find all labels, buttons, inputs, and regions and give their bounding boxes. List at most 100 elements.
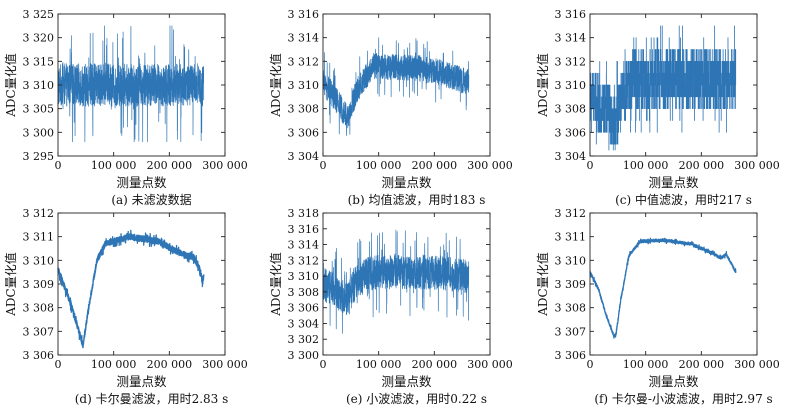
series-line-e — [322, 229, 470, 334]
y-tick-label: 3 310 — [23, 254, 55, 267]
y-tick-label: 3 311 — [23, 231, 55, 244]
y-axis-label: ADC量化值 — [268, 252, 283, 316]
x-tick-label: 300 000 — [467, 159, 513, 172]
y-tick-label: 3 306 — [288, 126, 320, 139]
y-tick-label: 3 314 — [288, 239, 320, 252]
x-tick-label: 200 000 — [679, 159, 725, 172]
y-tick-label: 3 307 — [23, 325, 55, 338]
y-tick-label: 3 305 — [23, 103, 55, 116]
x-tick-label: 300 000 — [734, 358, 780, 371]
plot-frame-d — [57, 212, 226, 356]
x-tick-label: 300 000 — [202, 159, 248, 172]
y-tick-label: 3 314 — [288, 32, 320, 45]
chart-panel-f: 0 100 000 200 000 300 000 3 306 3 307 3 308 3 3… — [535, 207, 780, 406]
y-tick-label: 3 304 — [288, 150, 320, 163]
y-tick-label: 3 295 — [23, 150, 55, 163]
y-tick-label: 3 300 — [23, 126, 55, 139]
y-tick-label: 3 316 — [555, 8, 587, 21]
series-line-f — [589, 237, 737, 339]
x-tick-label: 0 — [55, 159, 62, 172]
y-tick-label: 3 312 — [555, 207, 587, 220]
y-tick-label: 3 312 — [23, 207, 55, 220]
y-tick-label: 3 309 — [23, 278, 55, 291]
x-tick-label: 200 000 — [679, 358, 725, 371]
y-tick-label: 3 312 — [288, 55, 320, 68]
y-tick-label: 3 308 — [288, 286, 320, 299]
chart-panel-c: 0 100 000 200 000 300 000 3 304 3 306 3 308 3 3… — [535, 8, 780, 207]
x-tick-label: 100 000 — [623, 159, 669, 172]
chart-caption: (e) 小波滤波，用时0.22 s — [346, 392, 487, 406]
x-tick-label: 100 000 — [356, 358, 402, 371]
y-tick-label: 3 308 — [23, 302, 55, 315]
series-line-c — [589, 25, 737, 151]
x-axis-label: 测量点数 — [648, 374, 699, 389]
y-tick-label: 3 310 — [555, 254, 587, 267]
x-tick-label: 0 — [587, 358, 594, 371]
y-tick-label: 3 310 — [23, 79, 55, 92]
y-tick-label: 3 304 — [555, 150, 587, 163]
x-tick-label: 0 — [320, 159, 327, 172]
x-tick-label: 100 000 — [356, 159, 402, 172]
y-axis-label: ADC量化值 — [3, 252, 18, 316]
chart-caption: (d) 卡尔曼滤波，用时2.83 s — [75, 391, 229, 406]
y-axis-label: ADC量化值 — [535, 53, 550, 117]
y-tick-label: 3 314 — [555, 32, 587, 45]
y-tick-label: 3 308 — [555, 103, 587, 116]
y-tick-label: 3 306 — [288, 302, 320, 315]
series-line-d — [57, 229, 205, 349]
x-axis-label: 测量点数 — [116, 374, 167, 389]
y-axis-label: ADC量化值 — [3, 53, 18, 117]
y-tick-label: 3 315 — [23, 55, 55, 68]
y-axis-label: ADC量化值 — [268, 53, 283, 117]
y-tick-label: 3 310 — [555, 79, 587, 92]
x-axis-label: 测量点数 — [116, 175, 167, 190]
x-tick-label: 200 000 — [147, 159, 193, 172]
y-tick-label: 3 306 — [555, 126, 587, 139]
y-tick-label: 3 312 — [555, 55, 587, 68]
x-tick-label: 100 000 — [91, 159, 137, 172]
series-line-b — [322, 37, 470, 136]
y-axis-label: ADC量化值 — [535, 252, 550, 316]
chart-panel-d: 0 100 000 200 000 300 000 3 306 3 307 3 308 3 3… — [3, 207, 248, 406]
chart-caption: (c) 中值滤波，用时217 s — [615, 192, 752, 207]
chart-caption: (f) 卡尔曼-小波滤波，用时2.97 s — [594, 391, 772, 406]
y-tick-label: 3 304 — [288, 317, 320, 330]
x-axis-label: 测量点数 — [381, 175, 432, 190]
x-tick-label: 200 000 — [412, 159, 458, 172]
chart-panel-b: 0 100 000 200 000 300 000 3 304 3 306 3 308 3 3… — [268, 8, 513, 207]
y-tick-label: 3 306 — [555, 349, 587, 362]
series-line-a — [57, 25, 205, 143]
chart-caption: (a) 未滤波数据 — [111, 192, 191, 207]
y-tick-label: 3 325 — [23, 8, 55, 21]
y-tick-label: 3 308 — [555, 302, 587, 315]
chart-panel-e: 0 100 000 200 000 300 000 3 300 3 302 3 304 3 3… — [268, 207, 513, 406]
y-tick-label: 3 310 — [288, 270, 320, 283]
chart-caption: (b) 均值滤波，用时183 s — [348, 192, 486, 207]
y-tick-label: 3 320 — [23, 32, 55, 45]
x-tick-label: 100 000 — [623, 358, 669, 371]
x-tick-label: 100 000 — [91, 358, 137, 371]
chart-panel-a: 0 100 000 200 000 300 000 3 295 3 300 3 305 3 3… — [3, 8, 248, 207]
y-tick-label: 3 306 — [23, 349, 55, 362]
x-tick-label: 200 000 — [412, 358, 458, 371]
x-tick-label: 300 000 — [467, 358, 513, 371]
x-tick-label: 200 000 — [147, 358, 193, 371]
y-tick-label: 3 307 — [555, 325, 587, 338]
y-tick-label: 3 316 — [288, 8, 320, 21]
y-tick-label: 3 309 — [555, 278, 587, 291]
y-tick-label: 3 312 — [288, 254, 320, 267]
x-tick-label: 0 — [587, 159, 594, 172]
x-axis-label: 测量点数 — [381, 374, 432, 389]
x-tick-label: 300 000 — [734, 159, 780, 172]
y-tick-label: 3 311 — [555, 231, 587, 244]
y-tick-label: 3 302 — [288, 333, 320, 346]
y-tick-label: 3 318 — [288, 207, 320, 220]
x-tick-label: 300 000 — [202, 358, 248, 371]
x-tick-label: 0 — [320, 358, 327, 371]
y-tick-label: 3 316 — [288, 223, 320, 236]
plot-frame-e — [322, 212, 491, 356]
y-tick-label: 3 310 — [288, 79, 320, 92]
x-axis-label: 测量点数 — [648, 175, 699, 190]
y-tick-label: 3 300 — [288, 349, 320, 362]
